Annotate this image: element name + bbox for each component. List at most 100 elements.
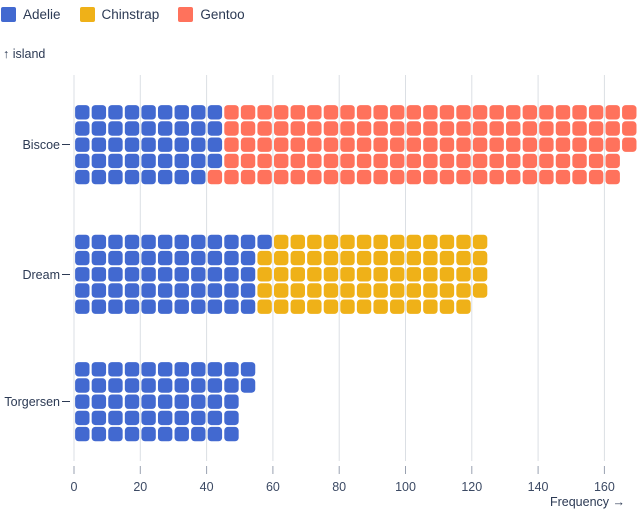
waffle-cell-adelie <box>141 299 156 314</box>
waffle-cell-chinstrap <box>340 250 355 266</box>
waffle-cell-gentoo <box>356 169 372 185</box>
waffle-cell-gentoo <box>605 105 620 120</box>
waffle-cell-chinstrap <box>274 283 289 298</box>
waffle-cell-gentoo <box>489 137 504 152</box>
waffle-cell-adelie <box>141 121 156 136</box>
waffle-cell-chinstrap <box>439 267 455 282</box>
waffle-cell-adelie <box>174 267 189 282</box>
waffle-cell-gentoo <box>290 121 305 136</box>
waffle-cell-gentoo <box>456 121 471 136</box>
waffle-cell-adelie <box>124 234 140 250</box>
waffle-cell-gentoo <box>406 169 421 185</box>
waffle-cell-gentoo <box>506 137 521 152</box>
waffle-cell-gentoo <box>323 105 339 120</box>
waffle-cell-chinstrap <box>456 283 471 298</box>
waffle-cell-gentoo <box>373 169 388 185</box>
waffle-cell-gentoo <box>423 153 438 169</box>
waffle-cell-gentoo <box>522 121 538 136</box>
y-tick-torgersen: Torgersen <box>4 394 70 410</box>
waffle-cell-adelie <box>224 299 239 314</box>
waffle-cell-gentoo <box>522 105 538 120</box>
waffle-cell-chinstrap <box>373 299 388 314</box>
waffle-cell-chinstrap <box>257 299 272 314</box>
waffle-cell-gentoo <box>207 169 223 185</box>
waffle-cell-gentoo <box>539 121 554 136</box>
waffle-cell-adelie <box>257 234 272 250</box>
waffle-cell-gentoo <box>588 153 604 169</box>
waffle-cell-adelie <box>157 426 173 442</box>
waffle-cell-gentoo <box>290 153 305 169</box>
waffle-cell-adelie <box>124 137 140 152</box>
waffle-cell-gentoo <box>290 169 305 185</box>
waffle-cell-adelie <box>207 426 223 442</box>
waffle-cell-adelie <box>174 394 189 409</box>
waffle-cell-gentoo <box>472 105 488 120</box>
waffle-cell-chinstrap <box>257 283 272 298</box>
waffle-cell-adelie <box>224 426 239 442</box>
waffle-cell-adelie <box>157 169 173 185</box>
waffle-cell-chinstrap <box>323 250 339 266</box>
waffle-cell-chinstrap <box>406 250 421 266</box>
waffle-cell-chinstrap <box>340 234 355 250</box>
waffle-cell-gentoo <box>290 105 305 120</box>
waffle-cell-adelie <box>157 250 173 266</box>
legend-item-adelie: Adelie <box>1 7 61 22</box>
waffle-cell-gentoo <box>257 153 272 169</box>
waffle-cell-chinstrap <box>373 250 388 266</box>
x-tick-label: 140 <box>528 480 549 494</box>
waffle-cell-chinstrap <box>390 267 405 282</box>
waffle-cell-adelie <box>207 410 223 426</box>
waffle-cell-chinstrap <box>323 283 339 298</box>
waffle-cell-adelie <box>141 250 156 266</box>
waffle-cell-adelie <box>174 283 189 298</box>
waffle-cell-chinstrap <box>307 250 322 266</box>
waffle-cell-adelie <box>108 283 123 298</box>
waffle-cell-gentoo <box>307 169 322 185</box>
waffle-cell-chinstrap <box>307 283 322 298</box>
waffle-cell-gentoo <box>390 121 405 136</box>
waffle-cell-adelie <box>141 169 156 185</box>
waffle-cell-gentoo <box>489 153 504 169</box>
waffle-cell-chinstrap <box>290 299 305 314</box>
waffle-cell-gentoo <box>240 105 256 120</box>
waffle-cell-gentoo <box>588 137 604 152</box>
waffle-cell-gentoo <box>439 169 455 185</box>
waffle-cell-gentoo <box>456 137 471 152</box>
waffle-cell-adelie <box>108 299 123 314</box>
waffle-cell-gentoo <box>406 153 421 169</box>
legend-item-label: Adelie <box>23 7 61 22</box>
waffle-cell-adelie <box>191 426 206 442</box>
waffle-cell-gentoo <box>390 105 405 120</box>
waffle-cell-adelie <box>240 234 256 250</box>
waffle-cell-gentoo <box>423 169 438 185</box>
waffle-cell-adelie <box>124 105 140 120</box>
waffle-cell-adelie <box>240 283 256 298</box>
waffle-cell-gentoo <box>323 137 339 152</box>
waffle-cell-adelie <box>207 250 223 266</box>
waffle-cell-gentoo <box>472 153 488 169</box>
waffle-cell-adelie <box>240 267 256 282</box>
waffle-cell-adelie <box>174 362 189 377</box>
waffle-cell-chinstrap <box>323 234 339 250</box>
waffle-cell-chinstrap <box>257 250 272 266</box>
waffle-cell-adelie <box>224 410 239 426</box>
waffle-cell-gentoo <box>439 121 455 136</box>
waffle-cell-adelie <box>124 153 140 169</box>
y-tick-mark <box>62 400 70 403</box>
waffle-cell-chinstrap <box>323 299 339 314</box>
waffle-cell-chinstrap <box>472 267 488 282</box>
waffle-cell-adelie <box>91 267 107 282</box>
waffle-cell-adelie <box>174 378 189 393</box>
waffle-cell-gentoo <box>323 153 339 169</box>
waffle-cell-adelie <box>108 378 123 393</box>
waffle-cell-adelie <box>108 121 123 136</box>
waffle-cell-adelie <box>191 394 206 409</box>
waffle-cell-adelie <box>191 378 206 393</box>
y-tick-label: Biscoe <box>22 137 60 152</box>
waffle-cell-adelie <box>124 283 140 298</box>
waffle-cell-adelie <box>91 394 107 409</box>
waffle-cell-gentoo <box>456 169 471 185</box>
waffle-cell-adelie <box>157 153 173 169</box>
waffle-cell-adelie <box>75 283 90 298</box>
waffle-cell-adelie <box>75 267 90 282</box>
